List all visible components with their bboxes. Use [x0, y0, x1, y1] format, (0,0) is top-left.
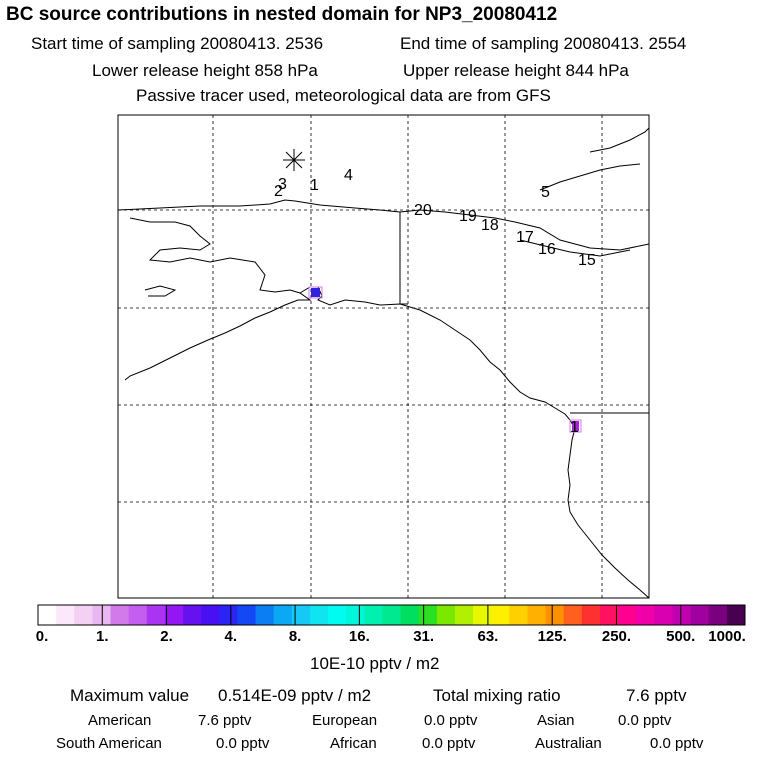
- plume-halo: [569, 419, 582, 433]
- start-time-label: Start time of sampling 20080413. 2536: [31, 34, 324, 53]
- concentration-plume: [311, 288, 320, 297]
- colorbar-segment: [581, 605, 601, 625]
- tracer-note: Passive tracer used, meteorological data…: [136, 86, 551, 105]
- release-site-marker: [283, 149, 305, 171]
- map-gridlines: [118, 115, 649, 598]
- colorbar-segment: [219, 605, 238, 625]
- colorbar-segment: [255, 605, 275, 625]
- region-value: 0.0 pptv: [216, 735, 270, 752]
- colorbar-segment: [273, 605, 293, 625]
- total-mixing-label: Total mixing ratio: [433, 686, 561, 705]
- colorbar-segment: [364, 605, 383, 625]
- colorbar-tick-label: 63.: [477, 628, 499, 645]
- trajectory-label: 19: [459, 208, 477, 225]
- colorbar-segment: [672, 605, 692, 625]
- region-name: Asian: [537, 712, 575, 729]
- trajectory-label: 18: [481, 217, 499, 234]
- colorbar-segment: [509, 605, 528, 625]
- colorbar-segment: [527, 605, 547, 625]
- colorbar-segment: [491, 605, 510, 625]
- trajectory-label: 2: [274, 183, 283, 200]
- trajectory-label: 4: [344, 167, 353, 184]
- concentration-plume: [572, 421, 579, 431]
- colorbar-tick-label: 125.: [537, 628, 567, 645]
- colorbar-segment: [400, 605, 420, 625]
- colorbar-segment: [654, 605, 673, 625]
- colorbar-segment: [38, 605, 57, 625]
- colorbar-segment: [328, 605, 347, 625]
- colorbar-segment: [418, 605, 438, 625]
- trajectory-label: 1: [570, 419, 579, 436]
- plume-halo: [308, 286, 323, 299]
- trajectory-label: 15: [578, 252, 596, 269]
- colorbar-segment: [291, 605, 311, 625]
- political-borders: [399, 212, 649, 414]
- colorbar-segment: [708, 605, 728, 625]
- colorbar-tick-label: 1.: [96, 628, 109, 645]
- colorbar-segment: [636, 605, 655, 625]
- colorbar-segment: [454, 605, 474, 625]
- colorbar-segment: [74, 605, 93, 625]
- region-value: 0.0 pptv: [618, 712, 672, 729]
- region-name: Australian: [535, 735, 602, 752]
- trajectory-label: 1: [310, 177, 319, 194]
- colorbar-segment: [237, 605, 257, 625]
- colorbar-segment: [128, 605, 148, 625]
- colorbar-tick-label: 0.: [35, 628, 49, 645]
- colorbar-segment: [92, 605, 112, 625]
- colorbar-segment: [56, 605, 75, 625]
- region-name: African: [330, 735, 377, 752]
- colorbar-segment: [726, 605, 746, 625]
- upper-release-label: Upper release height 844 hPa: [403, 61, 629, 80]
- colorbar-segment: [599, 605, 619, 625]
- colorbar-segment: [436, 605, 456, 625]
- max-value-label: Maximum value: [70, 686, 190, 705]
- colorbar: [37, 604, 746, 626]
- colorbar-tick-label: 31.: [413, 628, 435, 645]
- trajectory-label: 20: [414, 202, 432, 219]
- max-value: 0.514E-09 pptv / m2: [218, 686, 372, 705]
- colorbar-segment: [146, 605, 166, 625]
- colorbar-segment: [618, 605, 637, 625]
- colorbar-segment: [563, 605, 583, 625]
- trajectory-label: 16: [538, 241, 556, 258]
- colorbar-tick-label: 2.: [160, 628, 173, 645]
- end-time-label: End time of sampling 20080413. 2554: [400, 34, 687, 53]
- colorbar-tick-label: 1000.: [708, 628, 746, 645]
- colorbar-tick-label: 4.: [224, 628, 238, 645]
- colorbar-segment: [164, 605, 184, 625]
- chart-title: BC source contributions in nested domain…: [6, 4, 558, 25]
- map-frame: [117, 114, 650, 599]
- region-value: 0.0 pptv: [424, 712, 478, 729]
- trajectory-label: 3: [278, 176, 287, 193]
- region-name: South American: [56, 735, 162, 752]
- colorbar-tick-label: 500.: [666, 628, 696, 645]
- colorbar-segment: [473, 605, 492, 625]
- trajectory-label: 17: [516, 229, 534, 246]
- colorbar-segment: [545, 605, 565, 625]
- trajectory-label: 5: [541, 184, 550, 201]
- region-name: American: [88, 712, 152, 729]
- colorbar-unit: 10E-10 pptv / m2: [310, 654, 440, 673]
- region-value: 0.0 pptv: [650, 735, 704, 752]
- colorbar-segment: [183, 605, 202, 625]
- region-value: 7.6 pptv: [198, 712, 252, 729]
- colorbar-segment: [346, 605, 365, 625]
- total-mixing-value: 7.6 pptv: [626, 686, 687, 705]
- colorbar-tick-label: 250.: [601, 628, 632, 645]
- colorbar-segment: [382, 605, 402, 625]
- colorbar-segment: [690, 605, 710, 625]
- lower-release-label: Lower release height 858 hPa: [92, 61, 318, 80]
- colorbar-segment: [201, 605, 220, 625]
- colorbar-tick-label: 16.: [348, 628, 370, 645]
- region-value: 0.0 pptv: [422, 735, 476, 752]
- region-name: European: [312, 712, 378, 729]
- colorbar-segment: [309, 605, 329, 625]
- colorbar-tick-label: 8.: [288, 628, 302, 645]
- plume-layer: [308, 286, 582, 433]
- colorbar-segment: [110, 605, 130, 625]
